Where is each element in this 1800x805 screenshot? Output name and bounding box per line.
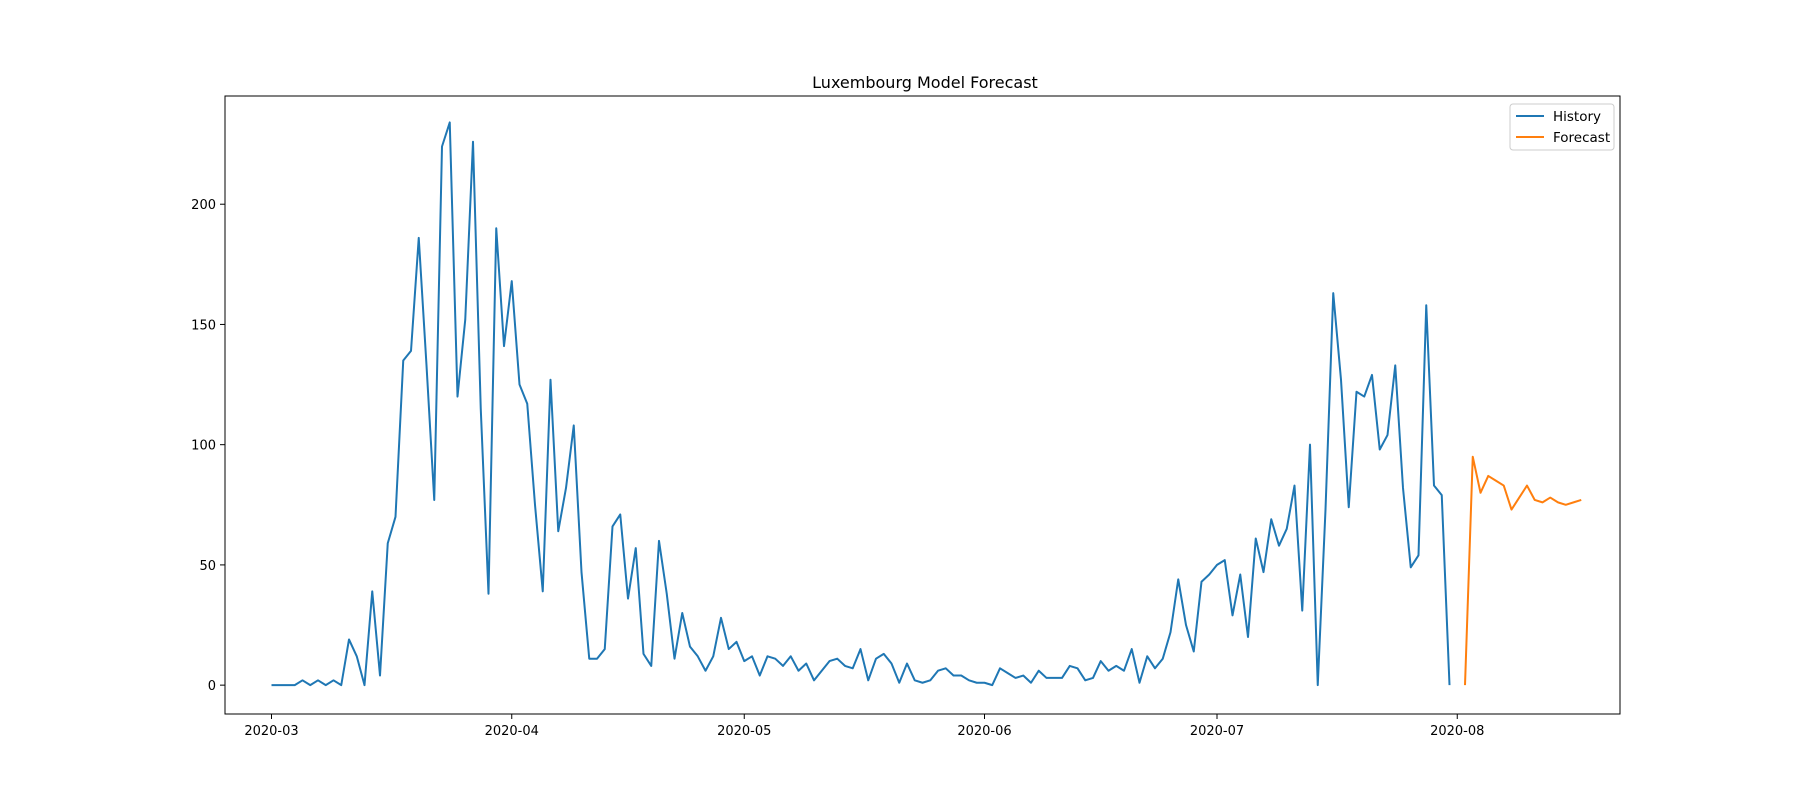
y-tick-label: 100 xyxy=(191,439,216,454)
x-tick-label: 2020-08 xyxy=(1430,724,1484,739)
x-tick-label: 2020-03 xyxy=(244,724,298,739)
y-tick-label: 50 xyxy=(199,559,216,574)
x-tick-label: 2020-05 xyxy=(717,724,771,739)
x-tick-label: 2020-07 xyxy=(1190,724,1244,739)
legend: History Forecast xyxy=(1509,103,1615,151)
history-series-line xyxy=(271,121,1451,687)
axis-layer: 2020-03 2020-04 2020-05 2020-06 2020-07 2020-… xyxy=(191,198,1484,739)
chart-title: Luxembourg Model Forecast xyxy=(812,73,1038,92)
series-layer xyxy=(271,121,1582,687)
y-tick-label: 150 xyxy=(191,318,216,333)
y-tick-label: 0 xyxy=(208,679,216,694)
legend-label-history: History xyxy=(1553,109,1601,125)
x-tick-label: 2020-04 xyxy=(485,724,539,739)
y-tick-label: 200 xyxy=(191,198,216,213)
plot-area-frame xyxy=(224,95,1621,715)
forecast-series-line xyxy=(1464,455,1582,686)
legend-label-forecast: Forecast xyxy=(1553,130,1610,146)
x-tick-label: 2020-06 xyxy=(957,724,1011,739)
